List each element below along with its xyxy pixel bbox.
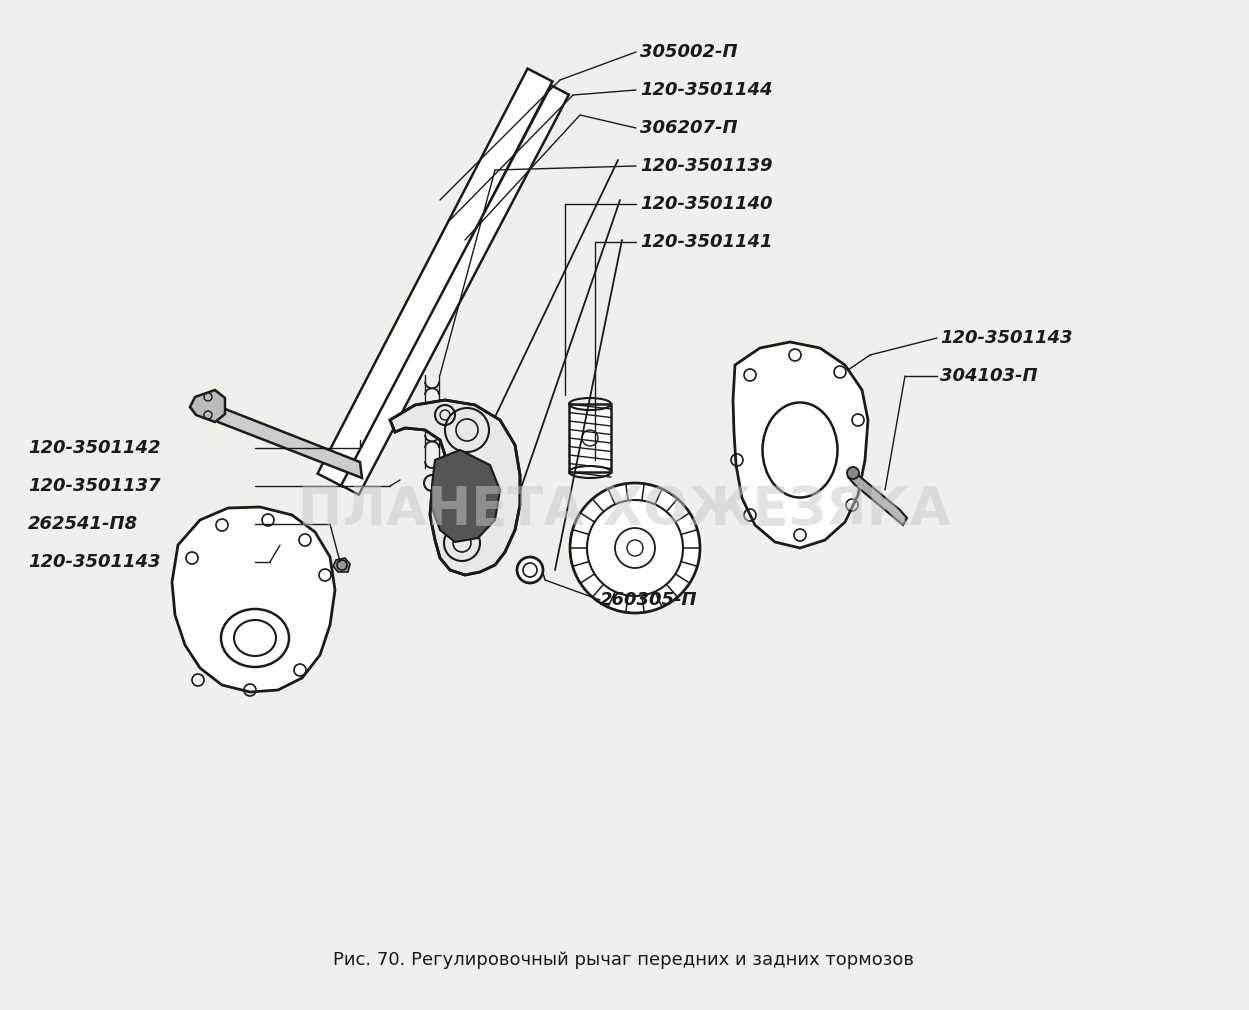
Polygon shape — [733, 342, 868, 548]
Bar — [570, 404, 611, 472]
Polygon shape — [333, 558, 350, 572]
Text: 120-3501141: 120-3501141 — [639, 233, 772, 251]
Polygon shape — [341, 86, 568, 495]
Text: 120-3501140: 120-3501140 — [639, 195, 772, 213]
Text: 120-3501143: 120-3501143 — [940, 329, 1073, 347]
Circle shape — [847, 467, 859, 479]
Polygon shape — [172, 507, 335, 692]
Polygon shape — [215, 405, 362, 478]
Polygon shape — [432, 450, 500, 542]
Text: 120-3501139: 120-3501139 — [639, 157, 772, 175]
Text: 260305-П: 260305-П — [600, 591, 698, 609]
Text: 120-3501143: 120-3501143 — [27, 553, 161, 571]
Text: 120-3501142: 120-3501142 — [27, 439, 161, 457]
Circle shape — [517, 557, 543, 583]
Text: 120-3501144: 120-3501144 — [639, 81, 772, 99]
Polygon shape — [317, 69, 552, 487]
Text: 306207-П: 306207-П — [639, 119, 738, 137]
Polygon shape — [190, 390, 225, 422]
Circle shape — [570, 483, 699, 613]
Text: Рис. 70. Регулировочный рычаг передних и задних тормозов: Рис. 70. Регулировочный рычаг передних и… — [333, 951, 914, 969]
Text: 262541-П8: 262541-П8 — [27, 515, 139, 533]
Text: 304103-П: 304103-П — [940, 367, 1038, 385]
Text: ПЛАНЕТА ХОЖЕЗЯКА: ПЛАНЕТА ХОЖЕЗЯКА — [297, 484, 950, 536]
Polygon shape — [390, 400, 520, 575]
Text: 305002-П: 305002-П — [639, 43, 738, 61]
Polygon shape — [848, 470, 907, 525]
Text: 120-3501137: 120-3501137 — [27, 477, 161, 495]
